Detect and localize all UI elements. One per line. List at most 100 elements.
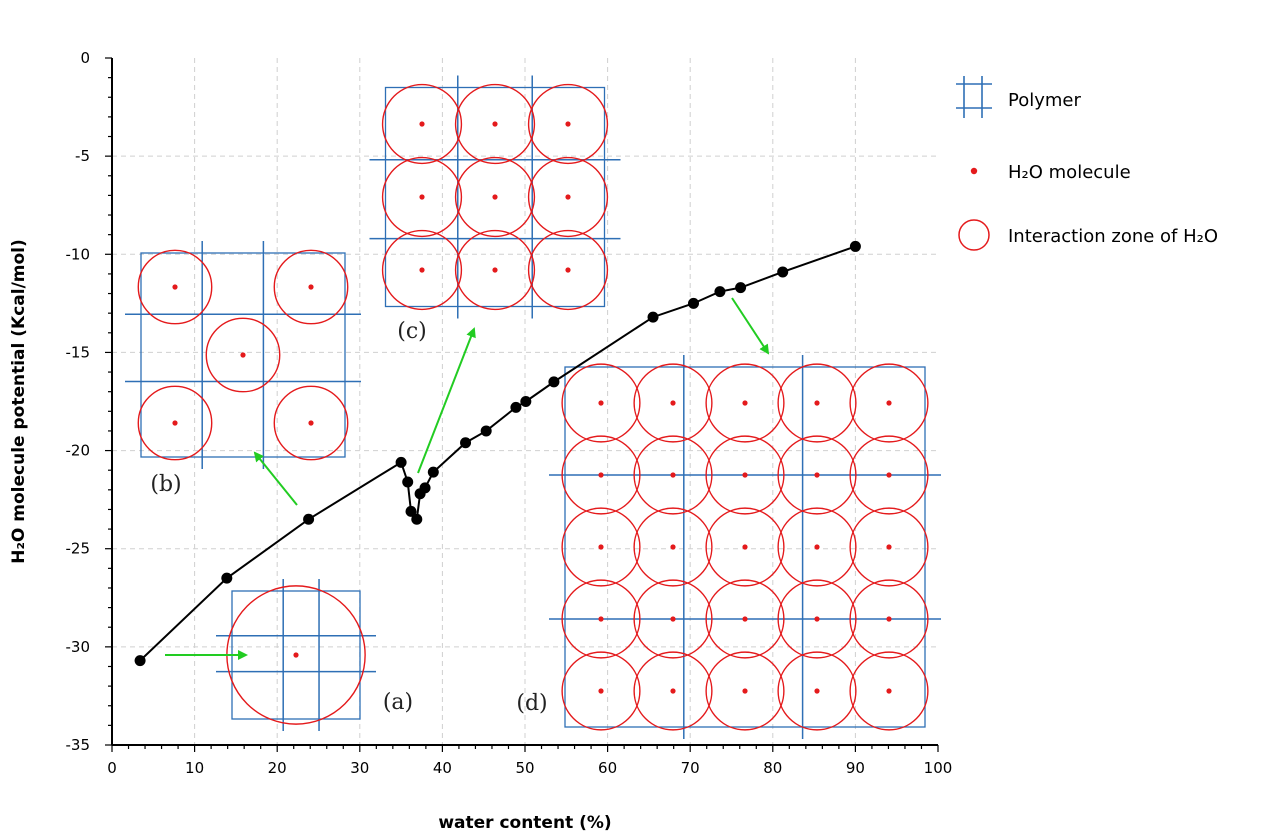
data-point: [520, 396, 532, 407]
data-point: [548, 376, 560, 388]
x-tick-label: 50: [515, 759, 534, 777]
inset-label: (d): [516, 691, 547, 716]
x-tick-label: 80: [763, 759, 782, 777]
interaction-zone: [705, 363, 785, 443]
polymer-frame: [564, 366, 926, 728]
x-tick-label: 30: [350, 759, 369, 777]
water-molecule: [293, 652, 299, 658]
water-molecule: [670, 688, 676, 694]
interaction-zone: [705, 435, 785, 515]
series-line: [139, 245, 856, 662]
water-molecule: [598, 616, 604, 622]
x-tick-label: 10: [185, 759, 204, 777]
legend-label-water: H₂O molecule: [1008, 162, 1131, 183]
interaction-zone: [561, 363, 641, 443]
insets: (a) (b) (c) (d): [125, 75, 941, 739]
water-molecule: [598, 688, 604, 694]
interaction-zone: [137, 385, 213, 461]
interaction-zone: [777, 363, 857, 443]
water-molecule: [742, 544, 748, 550]
interaction-zone: [849, 507, 929, 587]
water-molecule: [419, 267, 425, 273]
y-axis-title: H₂O molecule potential (Kcal/mol): [9, 239, 29, 564]
data-point: [510, 401, 522, 413]
y-tick-label: -25: [66, 540, 91, 558]
water-molecule: [814, 472, 820, 478]
interaction-zone: [777, 507, 857, 587]
water-molecule: [670, 400, 676, 406]
series-layer: [134, 240, 861, 667]
interaction-zone: [849, 579, 929, 659]
water-molecule: [492, 121, 498, 127]
data-point: [714, 286, 726, 298]
inset-label: (c): [397, 319, 427, 344]
water-molecule: [308, 420, 314, 426]
water-molecule: [814, 616, 820, 622]
data-point: [221, 572, 233, 584]
axes: 0 10 20 30 40 50 60 70 80 90 100 0 -5 -10 -15 -20 -25 -30…: [9, 49, 952, 833]
y-tick-label: -30: [66, 638, 91, 656]
legend-label-zone: Interaction zone of H₂O: [1008, 226, 1218, 247]
interaction-zone: [633, 363, 713, 443]
data-point: [395, 456, 407, 468]
x-tick-label: 20: [268, 759, 287, 777]
inset-b: (b): [125, 241, 361, 497]
inset-c: (c): [369, 75, 621, 344]
interaction-zone: [777, 579, 857, 659]
water-molecule: [886, 616, 892, 622]
y-tick-label: -20: [66, 442, 91, 460]
x-tick-label: 60: [598, 759, 617, 777]
water-molecule: [565, 267, 571, 273]
water-molecule: [419, 121, 425, 127]
interaction-zone: [705, 651, 785, 731]
interaction-zone: [777, 651, 857, 731]
water-molecule: [886, 400, 892, 406]
y-tick-label: -15: [66, 343, 91, 361]
water-molecule: [814, 544, 820, 550]
x-tick-label: 70: [681, 759, 700, 777]
interaction-zone: [527, 229, 609, 311]
interaction-zone: [273, 249, 349, 325]
inset-label: (b): [150, 472, 181, 497]
data-point: [777, 266, 789, 278]
interaction-zone: [527, 156, 609, 238]
interaction-zone: [849, 435, 929, 515]
data-point: [411, 513, 423, 525]
interaction-zone: [633, 651, 713, 731]
legend: Polymer H₂O molecule Interaction zone of H…: [956, 76, 1218, 251]
x-tick-label: 40: [433, 759, 452, 777]
water-molecule: [742, 472, 748, 478]
water-molecule: [814, 688, 820, 694]
pointer-arrow: [253, 451, 298, 506]
interaction-zone: [777, 435, 857, 515]
x-tick-label: 100: [924, 759, 953, 777]
data-point: [460, 437, 472, 449]
data-point: [480, 425, 492, 437]
interaction-zone: [273, 385, 349, 461]
water-molecule: [492, 267, 498, 273]
water-molecule: [886, 544, 892, 550]
dot-icon: [970, 167, 978, 175]
water-molecule: [492, 194, 498, 200]
data-point: [735, 282, 747, 294]
water-molecule: [670, 616, 676, 622]
polymer-frame: [140, 252, 346, 458]
water-molecule: [742, 616, 748, 622]
interaction-zone: [705, 507, 785, 587]
interaction-zone: [561, 579, 641, 659]
water-molecule: [598, 544, 604, 550]
water-molecule: [172, 284, 178, 290]
data-point: [427, 466, 439, 478]
data-point: [688, 297, 700, 309]
water-molecule: [742, 400, 748, 406]
interaction-zone: [633, 507, 713, 587]
interaction-zone: [849, 651, 929, 731]
pointer-arrow: [731, 297, 770, 355]
interaction-zone: [137, 249, 213, 325]
water-molecule: [598, 400, 604, 406]
water-molecule: [565, 194, 571, 200]
data-point: [303, 513, 315, 525]
polymer-grid-icon: [956, 76, 992, 118]
data-point: [849, 240, 861, 252]
